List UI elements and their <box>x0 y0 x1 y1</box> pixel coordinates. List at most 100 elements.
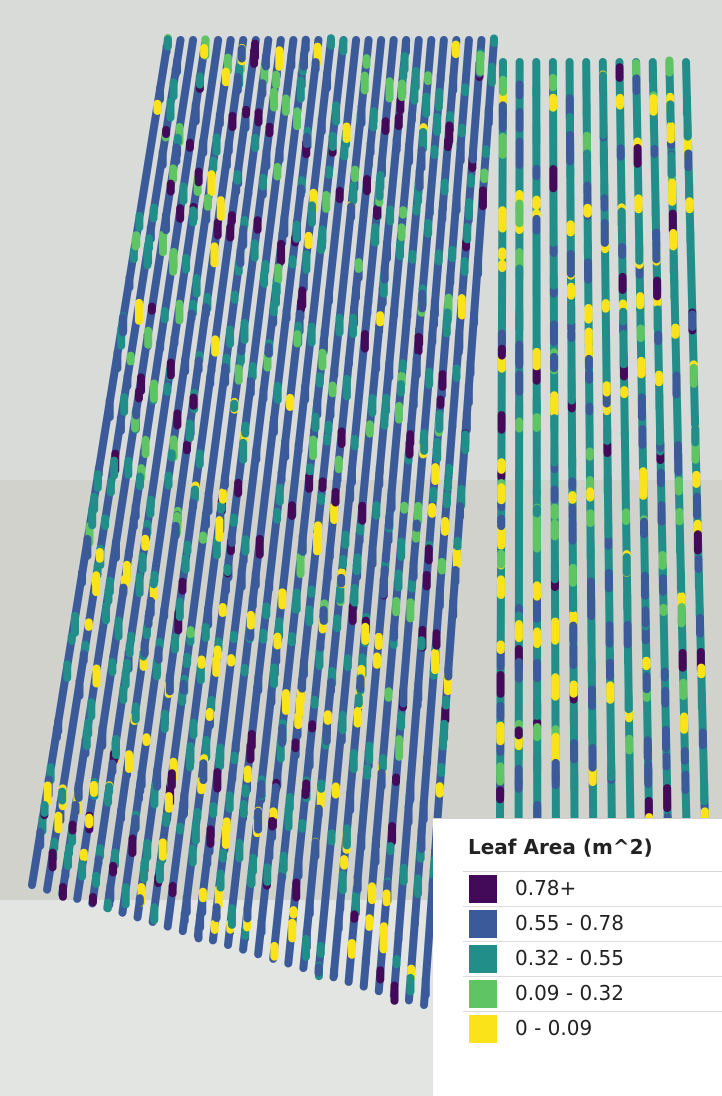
row-segment <box>150 786 159 809</box>
row-segment <box>251 568 260 590</box>
row-segment <box>686 228 695 246</box>
row-segment <box>228 111 237 132</box>
row-segment <box>356 522 365 536</box>
row-segment <box>277 468 286 485</box>
row-segment <box>230 290 239 304</box>
row-segment <box>169 251 178 276</box>
row-segment <box>668 209 677 235</box>
row-segment <box>330 965 339 980</box>
row-segment <box>533 698 542 720</box>
row-segment <box>584 304 593 324</box>
row-segment <box>409 389 418 410</box>
row-segment <box>463 223 472 244</box>
row-segment <box>311 58 320 74</box>
row-segment <box>432 445 441 461</box>
row-segment <box>182 253 191 274</box>
row-segment <box>254 108 263 127</box>
row-segment <box>400 501 409 514</box>
row-segment <box>623 591 632 614</box>
row-segment <box>250 46 259 68</box>
row-segment <box>374 632 383 650</box>
row-segment <box>361 954 370 968</box>
row-segment <box>354 258 363 273</box>
row-segment <box>550 485 559 504</box>
row-segment <box>440 517 449 536</box>
row-segment <box>176 822 185 835</box>
row-segment <box>179 679 188 695</box>
row-segment <box>497 411 506 434</box>
row-segment <box>58 882 67 901</box>
row-segment <box>394 569 403 592</box>
row-segment <box>444 476 453 492</box>
row-segment <box>451 40 460 59</box>
row-segment <box>584 354 593 371</box>
row-segment <box>301 786 310 800</box>
row-segment <box>464 380 473 407</box>
row-segment <box>305 896 314 918</box>
row-segment <box>324 165 333 179</box>
row-segment <box>383 238 392 263</box>
row-segment <box>444 463 453 478</box>
row-segment <box>692 492 701 520</box>
row-segment <box>173 133 182 147</box>
row-segment <box>406 598 415 623</box>
row-segment <box>124 547 133 560</box>
row-segment <box>155 860 164 884</box>
row-segment <box>432 115 441 136</box>
row-segment <box>358 501 367 525</box>
row-segment <box>583 203 592 218</box>
row-segment <box>258 173 267 191</box>
row-segment <box>101 602 110 625</box>
row-segment <box>691 424 700 447</box>
row-segment <box>666 121 675 144</box>
row-segment <box>119 313 128 337</box>
row-segment <box>337 427 346 449</box>
row-segment <box>674 476 683 496</box>
row-segment <box>656 468 665 488</box>
row-segment <box>195 449 204 469</box>
row-segment <box>236 246 245 268</box>
row-segment <box>694 555 703 573</box>
row-segment <box>286 393 295 411</box>
row-segment <box>497 549 506 569</box>
row-segment <box>315 647 324 670</box>
row-segment <box>185 138 194 152</box>
row-segment <box>262 147 271 171</box>
row-segment <box>77 568 86 587</box>
row-segment <box>230 751 239 765</box>
row-segment <box>582 100 591 119</box>
row-segment <box>587 595 596 621</box>
row-segment <box>93 470 102 492</box>
row-segment <box>634 194 643 214</box>
row-segment <box>149 379 158 403</box>
row-segment <box>676 570 685 593</box>
row-segment <box>633 143 642 168</box>
row-segment <box>368 542 377 569</box>
row-segment <box>514 776 523 793</box>
row-segment <box>315 372 324 388</box>
row-segment <box>689 363 698 388</box>
row-segment <box>638 425 647 449</box>
row-segment <box>515 340 524 367</box>
row-segment <box>111 537 120 562</box>
row-segment <box>551 673 560 701</box>
row-segment <box>677 602 686 628</box>
row-segment <box>352 891 361 916</box>
row-segment <box>171 65 180 79</box>
row-segment <box>650 144 659 158</box>
row-segment <box>302 132 311 149</box>
row-segment <box>675 529 684 556</box>
row-segment <box>224 138 233 156</box>
row-segment <box>252 444 261 464</box>
row-segment <box>230 399 239 413</box>
row-segment <box>154 645 163 664</box>
row-segment <box>394 929 403 944</box>
row-segment <box>244 185 253 198</box>
row-segment <box>188 844 197 867</box>
row-segment <box>532 526 541 553</box>
row-segment <box>424 544 433 565</box>
row-segment <box>640 517 649 539</box>
row-segment <box>642 656 651 671</box>
